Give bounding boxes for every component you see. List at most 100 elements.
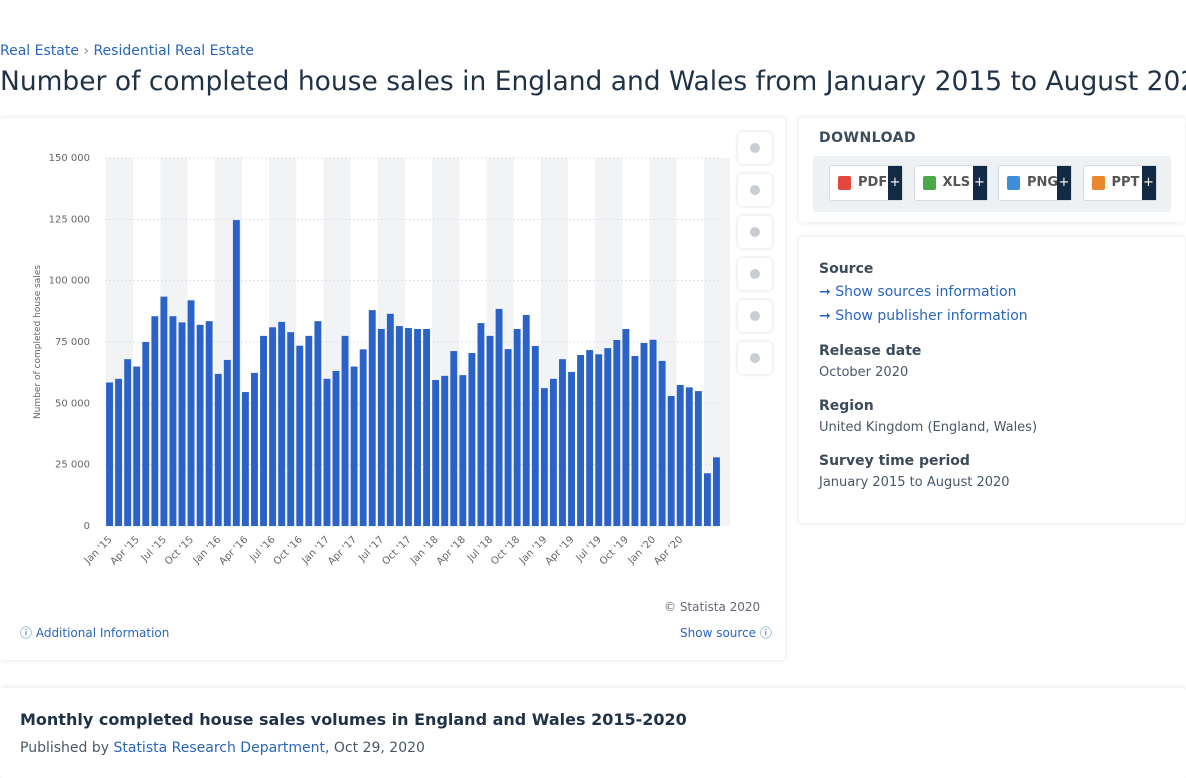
additional-info[interactable]: ⓘ Additional Information xyxy=(20,626,170,640)
publisher-link[interactable]: ➞ Show publisher information xyxy=(819,308,1028,324)
y-tick-label: 50 000 xyxy=(55,398,90,409)
bar xyxy=(667,395,675,526)
settings-button[interactable] xyxy=(738,216,772,248)
bar xyxy=(232,220,240,526)
published-line: Published by Statista Research Departmen… xyxy=(20,740,425,756)
crumb[interactable]: Residential Real Estate xyxy=(93,43,254,59)
print-button[interactable] xyxy=(738,342,772,374)
bar xyxy=(468,353,476,526)
bar xyxy=(459,375,467,526)
bar xyxy=(622,328,630,526)
bar xyxy=(495,308,503,526)
x-tick-label: Oct '17 xyxy=(380,534,413,567)
x-tick-label: Apr '18 xyxy=(435,534,468,567)
bar xyxy=(568,371,575,526)
bar xyxy=(676,384,684,526)
button-plus: + xyxy=(888,166,902,200)
bar xyxy=(269,327,277,526)
bar xyxy=(522,315,530,526)
bar xyxy=(260,335,267,526)
source-link[interactable]: ➞ Show sources information xyxy=(819,284,1017,300)
bar xyxy=(559,359,566,526)
bar xyxy=(595,354,603,526)
bar xyxy=(214,373,222,526)
x-tick-label: Oct '15 xyxy=(163,534,196,567)
bar xyxy=(694,391,702,526)
download-heading: DOWNLOAD xyxy=(819,130,917,146)
page-title: Number of completed house sales in Engla… xyxy=(0,66,1186,97)
bar xyxy=(486,335,494,526)
page: Real Estate › Residential Real Estate Nu… xyxy=(0,43,1186,756)
x-tick-label: Oct '16 xyxy=(272,534,305,567)
details-card: Source ➞ Show sources information ➞ Show… xyxy=(799,237,1185,523)
share-button[interactable] xyxy=(738,258,772,290)
bar xyxy=(703,473,711,526)
crumb[interactable]: Real Estate xyxy=(0,43,79,59)
bar xyxy=(414,328,421,526)
file-icon xyxy=(922,176,936,190)
download-button[interactable]: PDF + xyxy=(829,165,903,201)
bar xyxy=(241,392,249,526)
download-button[interactable]: XLS + xyxy=(913,165,988,201)
alert-button[interactable] xyxy=(738,174,772,206)
bar xyxy=(477,323,485,526)
bar xyxy=(577,355,585,526)
bar xyxy=(287,332,295,526)
bar xyxy=(169,316,177,526)
bar xyxy=(405,328,412,526)
description-card: Monthly completed house sales volumes in… xyxy=(0,688,1186,778)
button-label: XLS xyxy=(942,175,971,190)
bar xyxy=(450,351,458,526)
bar xyxy=(549,378,557,526)
bar xyxy=(377,328,385,526)
bar xyxy=(124,359,132,526)
bar xyxy=(386,313,394,526)
period-value: January 2015 to August 2020 xyxy=(819,475,1010,490)
region-heading: Region xyxy=(819,398,874,414)
bar xyxy=(504,349,512,526)
bar xyxy=(251,372,258,526)
source-heading: Source xyxy=(819,261,874,277)
region-value: United Kingdom (England, Wales) xyxy=(819,420,1038,435)
bar xyxy=(142,342,150,526)
favorite-button[interactable] xyxy=(738,132,772,164)
button-label: PPT xyxy=(1111,175,1140,190)
bar xyxy=(160,296,168,526)
button-plus: + xyxy=(1057,166,1071,200)
published-by: Published by xyxy=(20,740,110,756)
download-button[interactable]: PNG + xyxy=(998,165,1072,201)
source-link-text: Show sources information xyxy=(835,284,1017,300)
bar xyxy=(423,328,431,526)
bar xyxy=(513,328,521,526)
author-link[interactable]: Statista Research Department xyxy=(113,740,326,756)
bar xyxy=(540,388,548,526)
y-tick-label: 25 000 xyxy=(55,460,90,471)
file-icon xyxy=(838,176,851,190)
bar xyxy=(196,324,204,526)
download-button[interactable]: PPT + xyxy=(1082,165,1157,201)
bar xyxy=(314,321,322,526)
x-tick-label: Apr '15 xyxy=(109,534,142,567)
bar xyxy=(332,370,340,526)
bar xyxy=(685,387,693,526)
x-tick-label: Oct '18 xyxy=(489,534,522,567)
bar xyxy=(604,348,612,526)
show-source[interactable]: Show source ⓘ xyxy=(680,626,772,640)
bar xyxy=(631,355,639,526)
x-tick-label: Apr '19 xyxy=(543,534,576,567)
bar xyxy=(441,375,449,526)
cite-button[interactable] xyxy=(738,300,772,332)
bar xyxy=(432,380,440,526)
bar xyxy=(133,366,141,526)
show-source-text: Show source xyxy=(680,626,757,640)
additional-info-text: Additional Information xyxy=(35,626,170,640)
period-heading: Survey time period xyxy=(819,453,970,469)
release-heading: Release date xyxy=(819,343,922,359)
bar xyxy=(341,335,349,526)
y-tick-label: 100 000 xyxy=(49,276,90,287)
chart: 0 25 000 50 000 75 000 100 000 125 000 150 000… xyxy=(33,153,730,568)
bar xyxy=(359,349,367,526)
x-tick-label: Apr '16 xyxy=(217,534,250,567)
bar xyxy=(368,310,376,526)
description-heading: Monthly completed house sales volumes in… xyxy=(20,710,687,729)
